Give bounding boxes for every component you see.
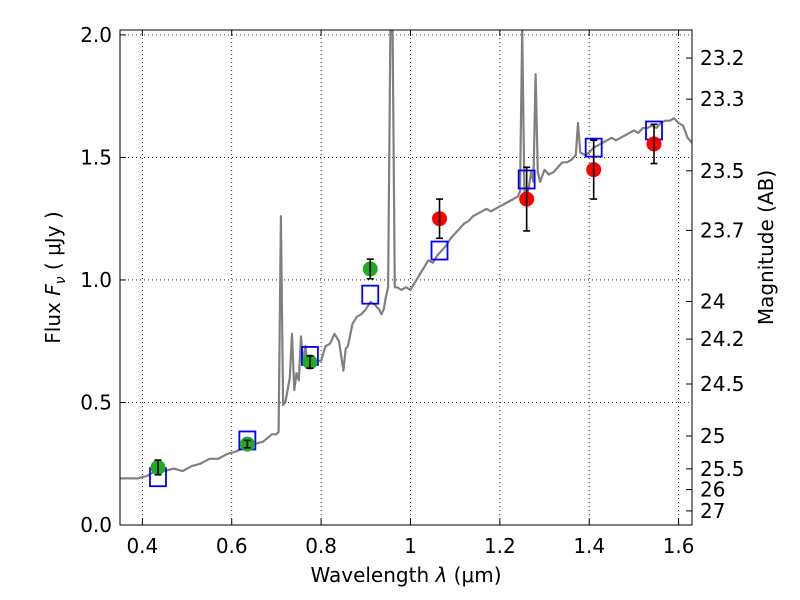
model-spectrum-line — [120, 30, 692, 480]
y-axis-label: Flux Fν ( μJy ) — [41, 211, 69, 343]
y-tick-label: 2.0 — [80, 23, 112, 47]
mag-tick-label: 23.2 — [700, 46, 745, 70]
x-tick-label: 0.4 — [126, 534, 158, 558]
mag-tick-label: 24 — [700, 290, 725, 314]
model-photometry-marker — [430, 240, 449, 261]
y-tick-label: 0.0 — [80, 513, 112, 537]
x-tick-label: 1.4 — [573, 534, 605, 558]
x-tick-label: 0.8 — [305, 534, 337, 558]
mag-tick-label: 24.2 — [700, 327, 745, 351]
plot-contents — [120, 30, 692, 488]
mag-tick-label: 26 — [700, 478, 725, 502]
mag-tick-label: 23.7 — [700, 218, 745, 242]
mag-tick-label: 27 — [700, 499, 725, 523]
mag-tick-label: 23.3 — [700, 87, 745, 111]
mag-tick-label: 23.5 — [700, 159, 745, 183]
x-tick-label: 0.6 — [216, 534, 248, 558]
mag-tick-label: 25.5 — [700, 457, 745, 481]
x-axis-label: Wavelength λ (μm) — [310, 563, 501, 587]
mag-tick-label: 24.5 — [700, 372, 745, 396]
mag-tick-label: 25 — [700, 424, 725, 448]
x-tick-label: 1 — [404, 534, 417, 558]
ticks: 0.4 0.6 0.8 1 1.2 1.4 1.6 0.0 0.5 1.0 1.5 2.0 23.2 23… — [80, 23, 744, 558]
x-tick-label: 1.2 — [484, 534, 516, 558]
x-tick-label: 1.6 — [663, 534, 695, 558]
y-tick-label: 0.5 — [80, 390, 112, 414]
y-tick-label: 1.5 — [80, 145, 112, 169]
right-axis-label: Magnitude (AB) — [754, 170, 778, 325]
plot-area — [120, 30, 692, 488]
axes-frame — [119, 29, 693, 526]
model-photometry-marker — [361, 284, 380, 305]
y-tick-label: 1.0 — [80, 268, 112, 292]
